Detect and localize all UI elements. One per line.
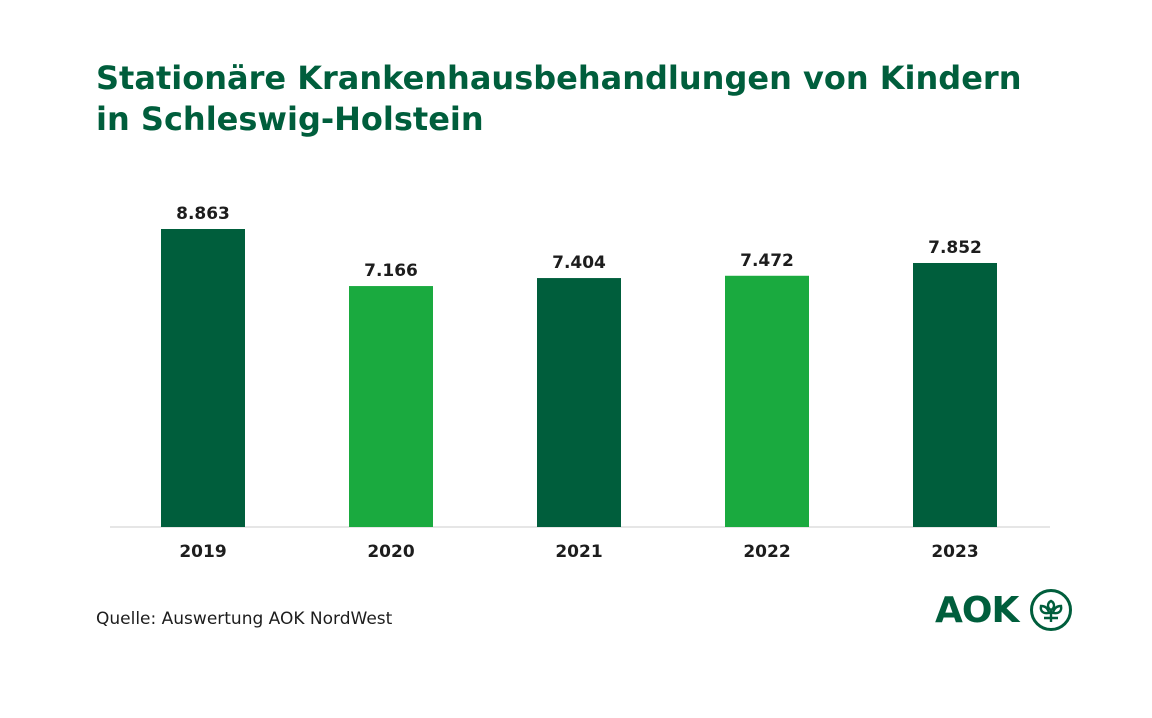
aok-tree-icon — [1030, 589, 1072, 631]
value-label-2020: 7.166 — [364, 261, 418, 281]
x-tick-label-2020: 2020 — [367, 542, 414, 562]
value-label-2023: 7.852 — [928, 238, 982, 258]
bar-2020 — [349, 286, 433, 527]
bar-2021 — [537, 278, 621, 527]
source-note: Quelle: Auswertung AOK NordWest — [96, 609, 393, 629]
value-label-2021: 7.404 — [552, 253, 606, 273]
bar-2022 — [725, 275, 809, 527]
x-tick-label-2022: 2022 — [743, 542, 790, 562]
chart-title-line-1: Stationäre Krankenhausbehandlungen von K… — [96, 59, 1022, 97]
value-label-2022: 7.472 — [740, 251, 794, 271]
bar-2019 — [161, 229, 245, 527]
x-tick-label-2021: 2021 — [555, 542, 602, 562]
x-tick-label-2019: 2019 — [179, 542, 226, 562]
bar-2023 — [913, 262, 997, 527]
chart-title-line-2: in Schleswig-Holstein — [96, 100, 484, 138]
aok-logo-text: AOK — [935, 590, 1019, 631]
chart-title: Stationäre Krankenhausbehandlungen von K… — [96, 58, 1076, 140]
value-label-2019: 8.863 — [176, 204, 230, 224]
x-tick-label-2023: 2023 — [931, 542, 978, 562]
aok-logo: AOK — [935, 588, 1075, 634]
